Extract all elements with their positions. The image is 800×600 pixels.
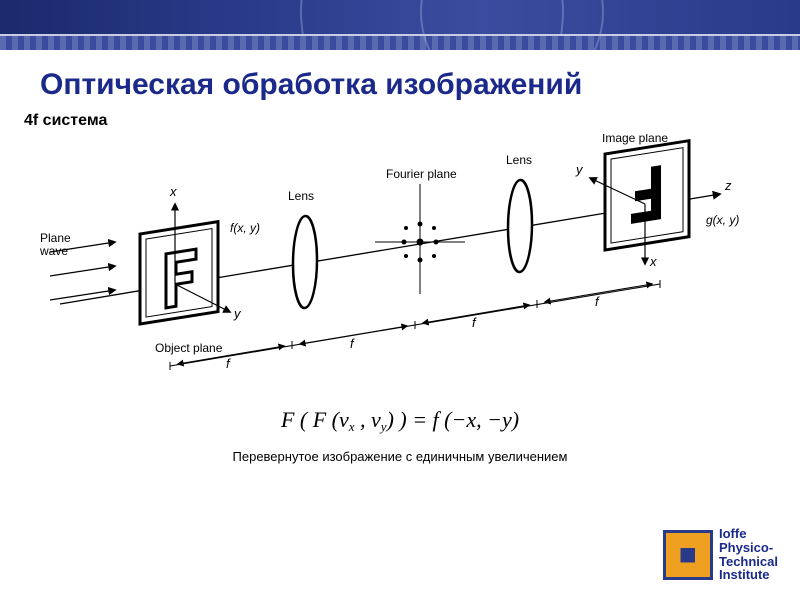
page-title: Оптическая обработка изображений bbox=[40, 68, 800, 102]
image-plane bbox=[605, 141, 689, 250]
axis-x2: x bbox=[649, 254, 657, 269]
f1: f bbox=[226, 356, 231, 371]
plane-wave-label: Planewave bbox=[39, 231, 71, 258]
lens-2 bbox=[508, 178, 532, 274]
caption: Перевернутое изображение с единичным уве… bbox=[0, 449, 800, 464]
image-plane-label: Image plane bbox=[602, 134, 668, 145]
object-plane-label: Object plane bbox=[155, 341, 223, 355]
axis-y1: y bbox=[233, 306, 242, 321]
fourier-plane-label: Fourier plane bbox=[386, 167, 457, 181]
4f-system-diagram: z Planewave x y f(x, y) Object plane Len… bbox=[20, 134, 780, 399]
lens1-label: Lens bbox=[288, 189, 314, 203]
f3: f bbox=[472, 315, 477, 330]
axis-x1: x bbox=[169, 184, 177, 199]
top-banner bbox=[0, 0, 800, 50]
institute-logo: Ioffe Physico- Technical Institute bbox=[663, 527, 778, 582]
lens2-label: Lens bbox=[506, 153, 532, 167]
axis-y2: y bbox=[575, 162, 584, 177]
subtitle: 4f система bbox=[24, 112, 800, 130]
equation: F ( F (νx , νy) ) = f (−x, −y) bbox=[0, 407, 800, 435]
lens-1 bbox=[293, 214, 317, 310]
banner-stripes bbox=[0, 34, 800, 50]
fxy-label: f(x, y) bbox=[230, 221, 260, 235]
logo-text: Ioffe Physico- Technical Institute bbox=[719, 527, 778, 582]
f2: f bbox=[350, 336, 355, 351]
f4: f bbox=[595, 294, 600, 309]
logo-mark bbox=[663, 530, 713, 580]
object-plane bbox=[140, 222, 218, 324]
f-ruler bbox=[170, 280, 660, 370]
axis-z-label: z bbox=[724, 178, 732, 193]
gxy-label: g(x, y) bbox=[706, 213, 739, 227]
